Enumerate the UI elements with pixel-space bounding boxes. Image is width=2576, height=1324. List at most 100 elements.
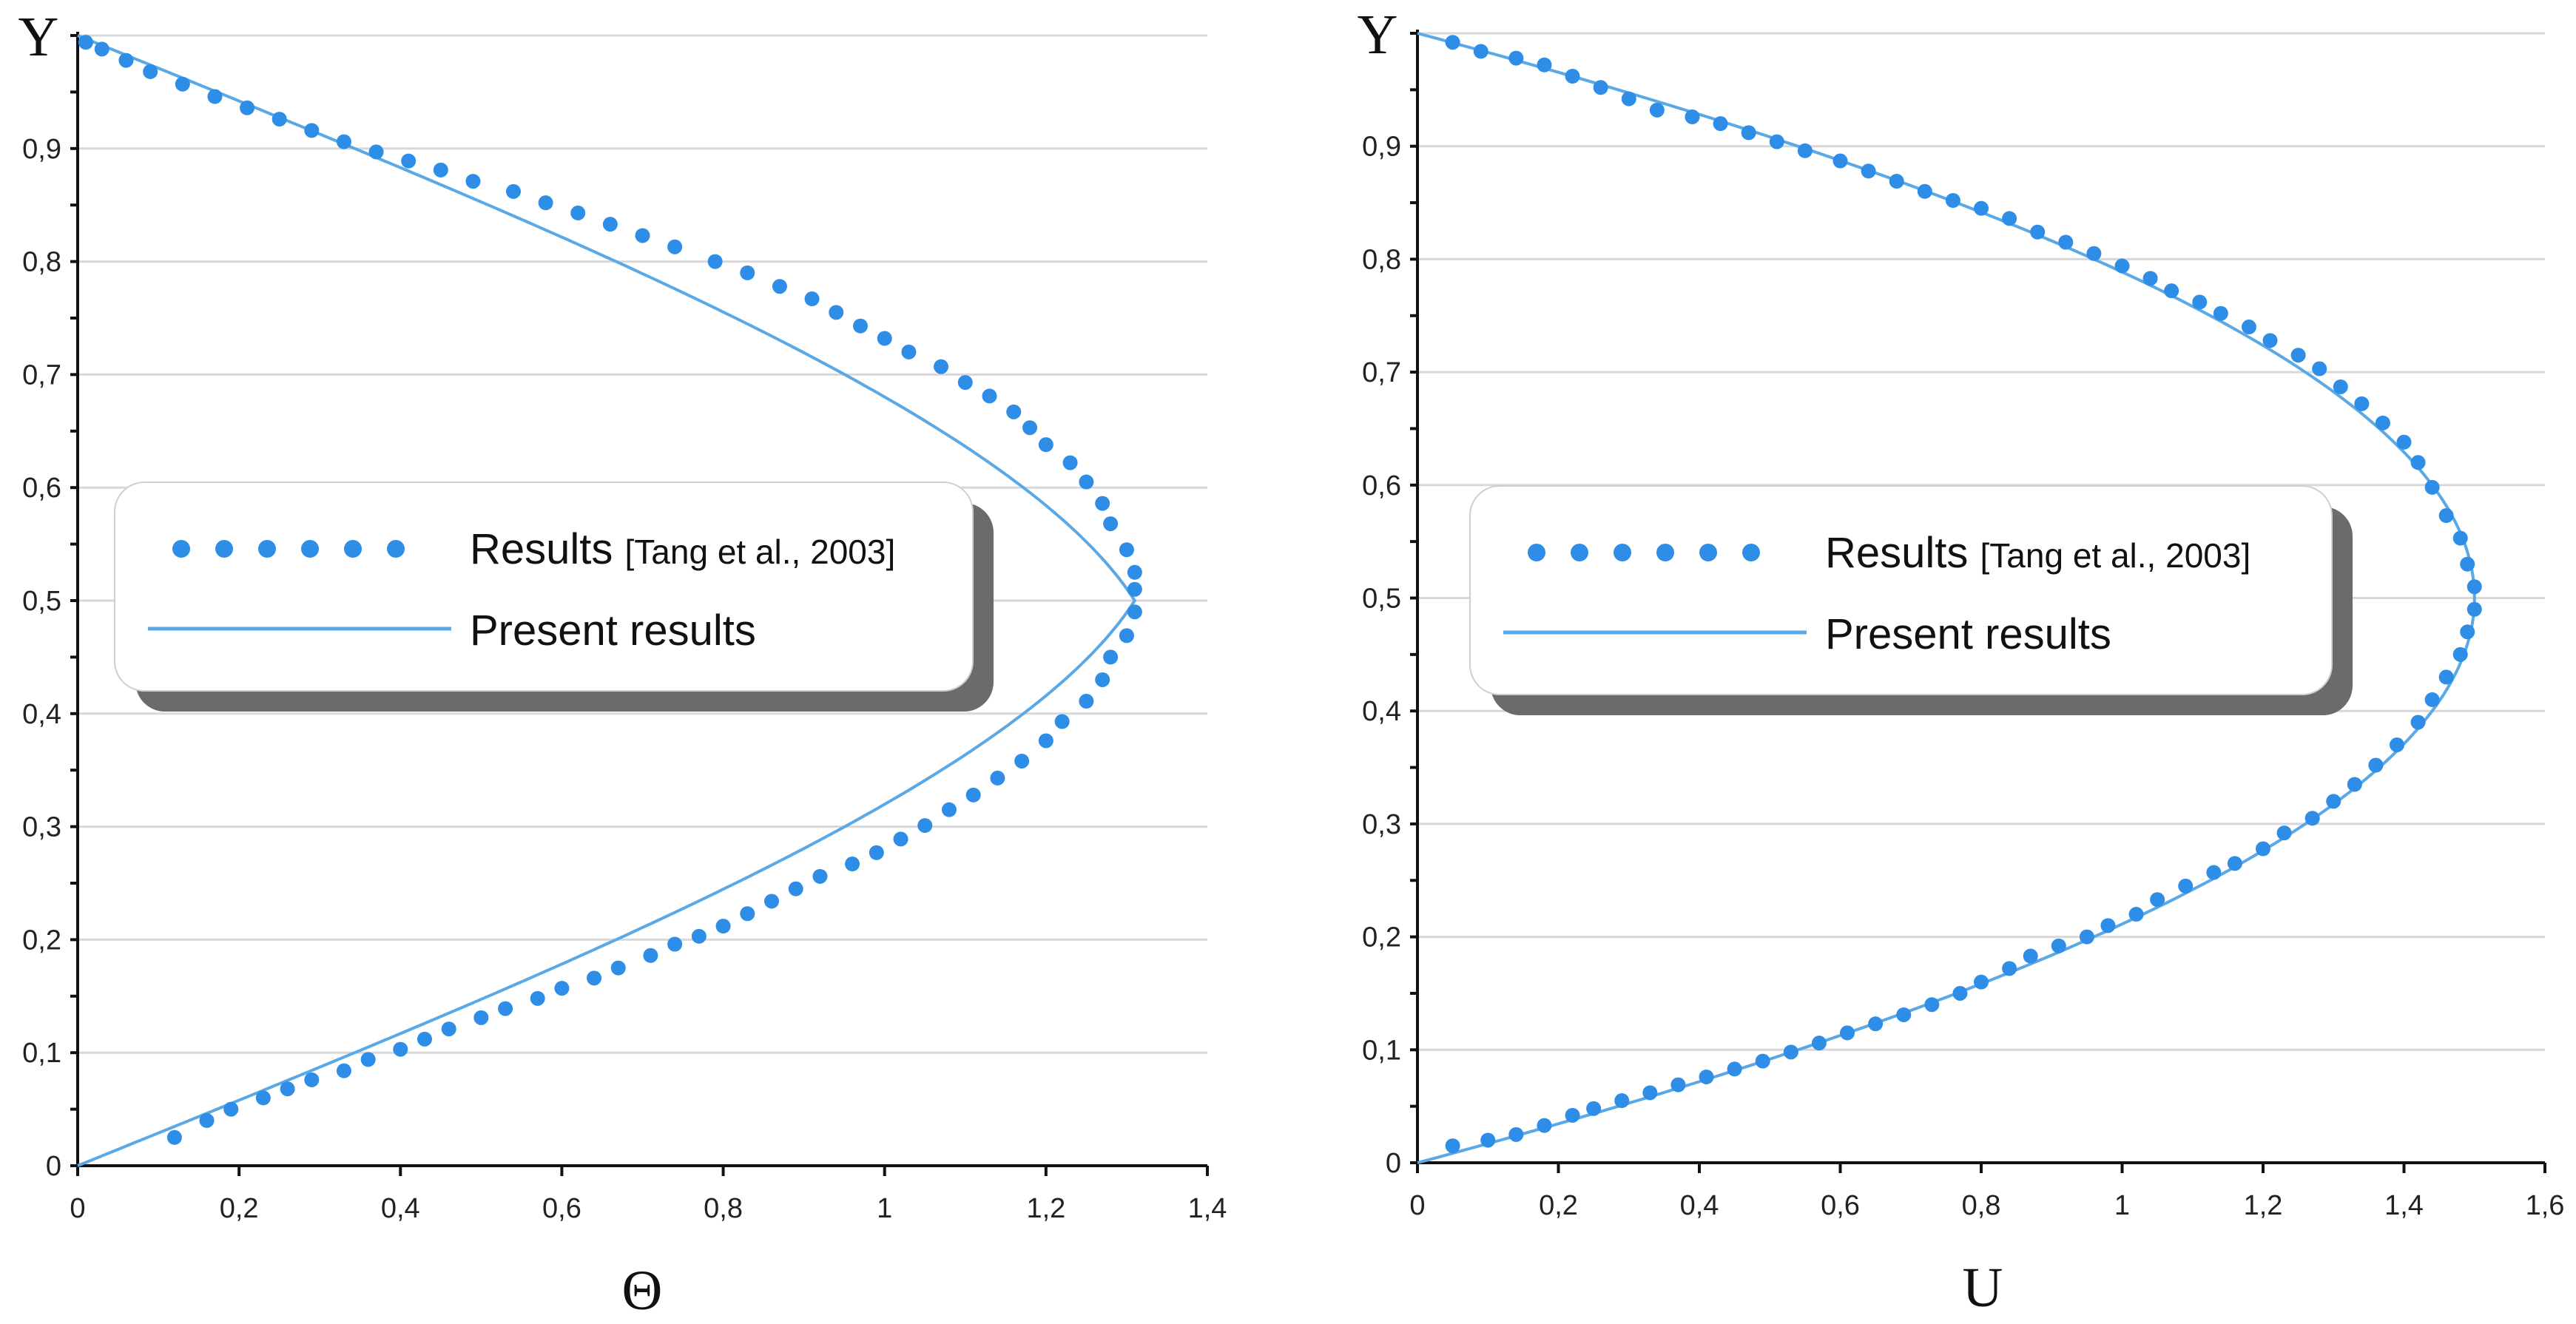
result-point <box>1727 1061 1742 1077</box>
result-point <box>1917 183 1932 199</box>
result-point <box>1621 91 1636 107</box>
result-point <box>1119 542 1134 558</box>
chart-theta: 0 0,1 0,2 0,3 0,4 0,5 0,6 0,7 0,8 0,9 0 0,2 0,4 0,6 0,… <box>18 6 1227 1322</box>
result-point <box>1769 134 1784 149</box>
result-point <box>1095 672 1110 687</box>
legend-dot-marker <box>387 540 405 558</box>
result-point <box>530 990 545 1006</box>
result-point <box>1974 200 1989 216</box>
result-point <box>2424 479 2440 495</box>
result-point <box>570 205 586 220</box>
result-point <box>2227 856 2242 871</box>
result-point <box>990 770 1005 786</box>
result-point <box>2128 907 2144 922</box>
result-point <box>1054 714 1070 729</box>
result-point <box>1840 1025 1855 1041</box>
legend-box <box>1469 485 2333 695</box>
result-point <box>941 802 957 817</box>
legend-label-results: Results [Tang et al., 2003] <box>1825 529 2250 577</box>
result-point <box>1480 1132 1496 1148</box>
result-point <box>2304 811 2320 826</box>
result-point <box>1079 474 1094 490</box>
legend-dot-marker <box>215 540 233 558</box>
result-point <box>2262 333 2278 348</box>
legend-dot-marker <box>258 540 276 558</box>
result-point <box>207 89 223 104</box>
result-point <box>901 344 917 359</box>
result-point <box>1103 649 1119 665</box>
result-point <box>304 123 320 138</box>
result-point <box>360 1052 376 1067</box>
y-tick-label: 0,8 <box>1362 244 1401 275</box>
result-point <box>223 1101 239 1117</box>
result-point <box>869 845 884 860</box>
result-point <box>1103 516 1119 532</box>
y-tick-label: 0,9 <box>1362 132 1401 163</box>
result-point <box>1832 153 1848 169</box>
y-tick-label: 0,5 <box>22 586 61 617</box>
result-point <box>2213 305 2228 321</box>
legend-label-results: Results [Tang et al., 2003] <box>470 525 895 573</box>
result-point <box>1889 174 1904 189</box>
result-point <box>965 787 981 803</box>
result-point <box>554 981 570 996</box>
result-point <box>893 831 908 847</box>
result-point <box>829 305 844 320</box>
result-point <box>2100 918 2116 933</box>
result-point <box>2312 361 2327 376</box>
result-point <box>465 174 481 189</box>
result-point <box>957 375 973 391</box>
result-point <box>1755 1053 1770 1069</box>
legend-label-present: Present results <box>1825 610 2111 658</box>
result-point <box>635 228 650 243</box>
result-point <box>2241 320 2256 335</box>
result-point <box>740 265 755 280</box>
y-tick-label: 0,2 <box>1362 922 1401 953</box>
y-tick-label: 0 <box>46 1151 61 1182</box>
result-point <box>2347 777 2362 792</box>
result-point <box>1062 455 1078 470</box>
result-point <box>1811 1036 1827 1051</box>
result-point <box>1038 437 1053 453</box>
result-point <box>764 894 780 909</box>
result-point <box>1127 564 1142 580</box>
result-point <box>473 1010 489 1025</box>
result-point <box>2460 624 2475 640</box>
result-point <box>1565 1107 1580 1123</box>
result-point <box>2368 757 2384 773</box>
result-point <box>272 112 287 127</box>
result-point <box>1783 1044 1798 1060</box>
result-point <box>1614 1093 1630 1109</box>
result-point <box>368 144 384 160</box>
result-point <box>1006 404 1022 419</box>
y-axis-title: Y <box>1358 4 1398 66</box>
x-tick-label: 1,2 <box>2244 1190 2283 1221</box>
x-tick-label: 1,6 <box>2526 1190 2565 1221</box>
result-point <box>877 331 892 346</box>
result-point <box>498 1001 513 1016</box>
result-point <box>845 857 860 872</box>
result-point <box>1445 35 1460 50</box>
x-axis-title: U <box>1963 1257 2003 1319</box>
result-point <box>2290 348 2306 363</box>
result-point <box>2192 294 2208 310</box>
result-point <box>280 1081 295 1097</box>
result-point <box>2150 892 2165 908</box>
result-point <box>691 928 707 944</box>
result-point <box>1079 693 1094 709</box>
result-point <box>852 318 868 334</box>
result-point <box>94 41 109 57</box>
x-tick-label: 0,8 <box>1962 1190 2001 1221</box>
result-point <box>610 960 626 976</box>
result-point <box>1670 1077 1686 1092</box>
legend-label-citation: [Tang et al., 2003] <box>625 533 896 571</box>
result-point <box>336 1063 351 1078</box>
result-point <box>1473 44 1488 59</box>
result-point <box>1095 496 1110 511</box>
x-tick-label: 0,4 <box>1680 1190 1719 1221</box>
result-point <box>667 936 683 952</box>
result-point <box>2467 579 2482 595</box>
result-point <box>1127 604 1142 620</box>
result-point <box>2023 948 2038 964</box>
result-point <box>602 217 618 232</box>
